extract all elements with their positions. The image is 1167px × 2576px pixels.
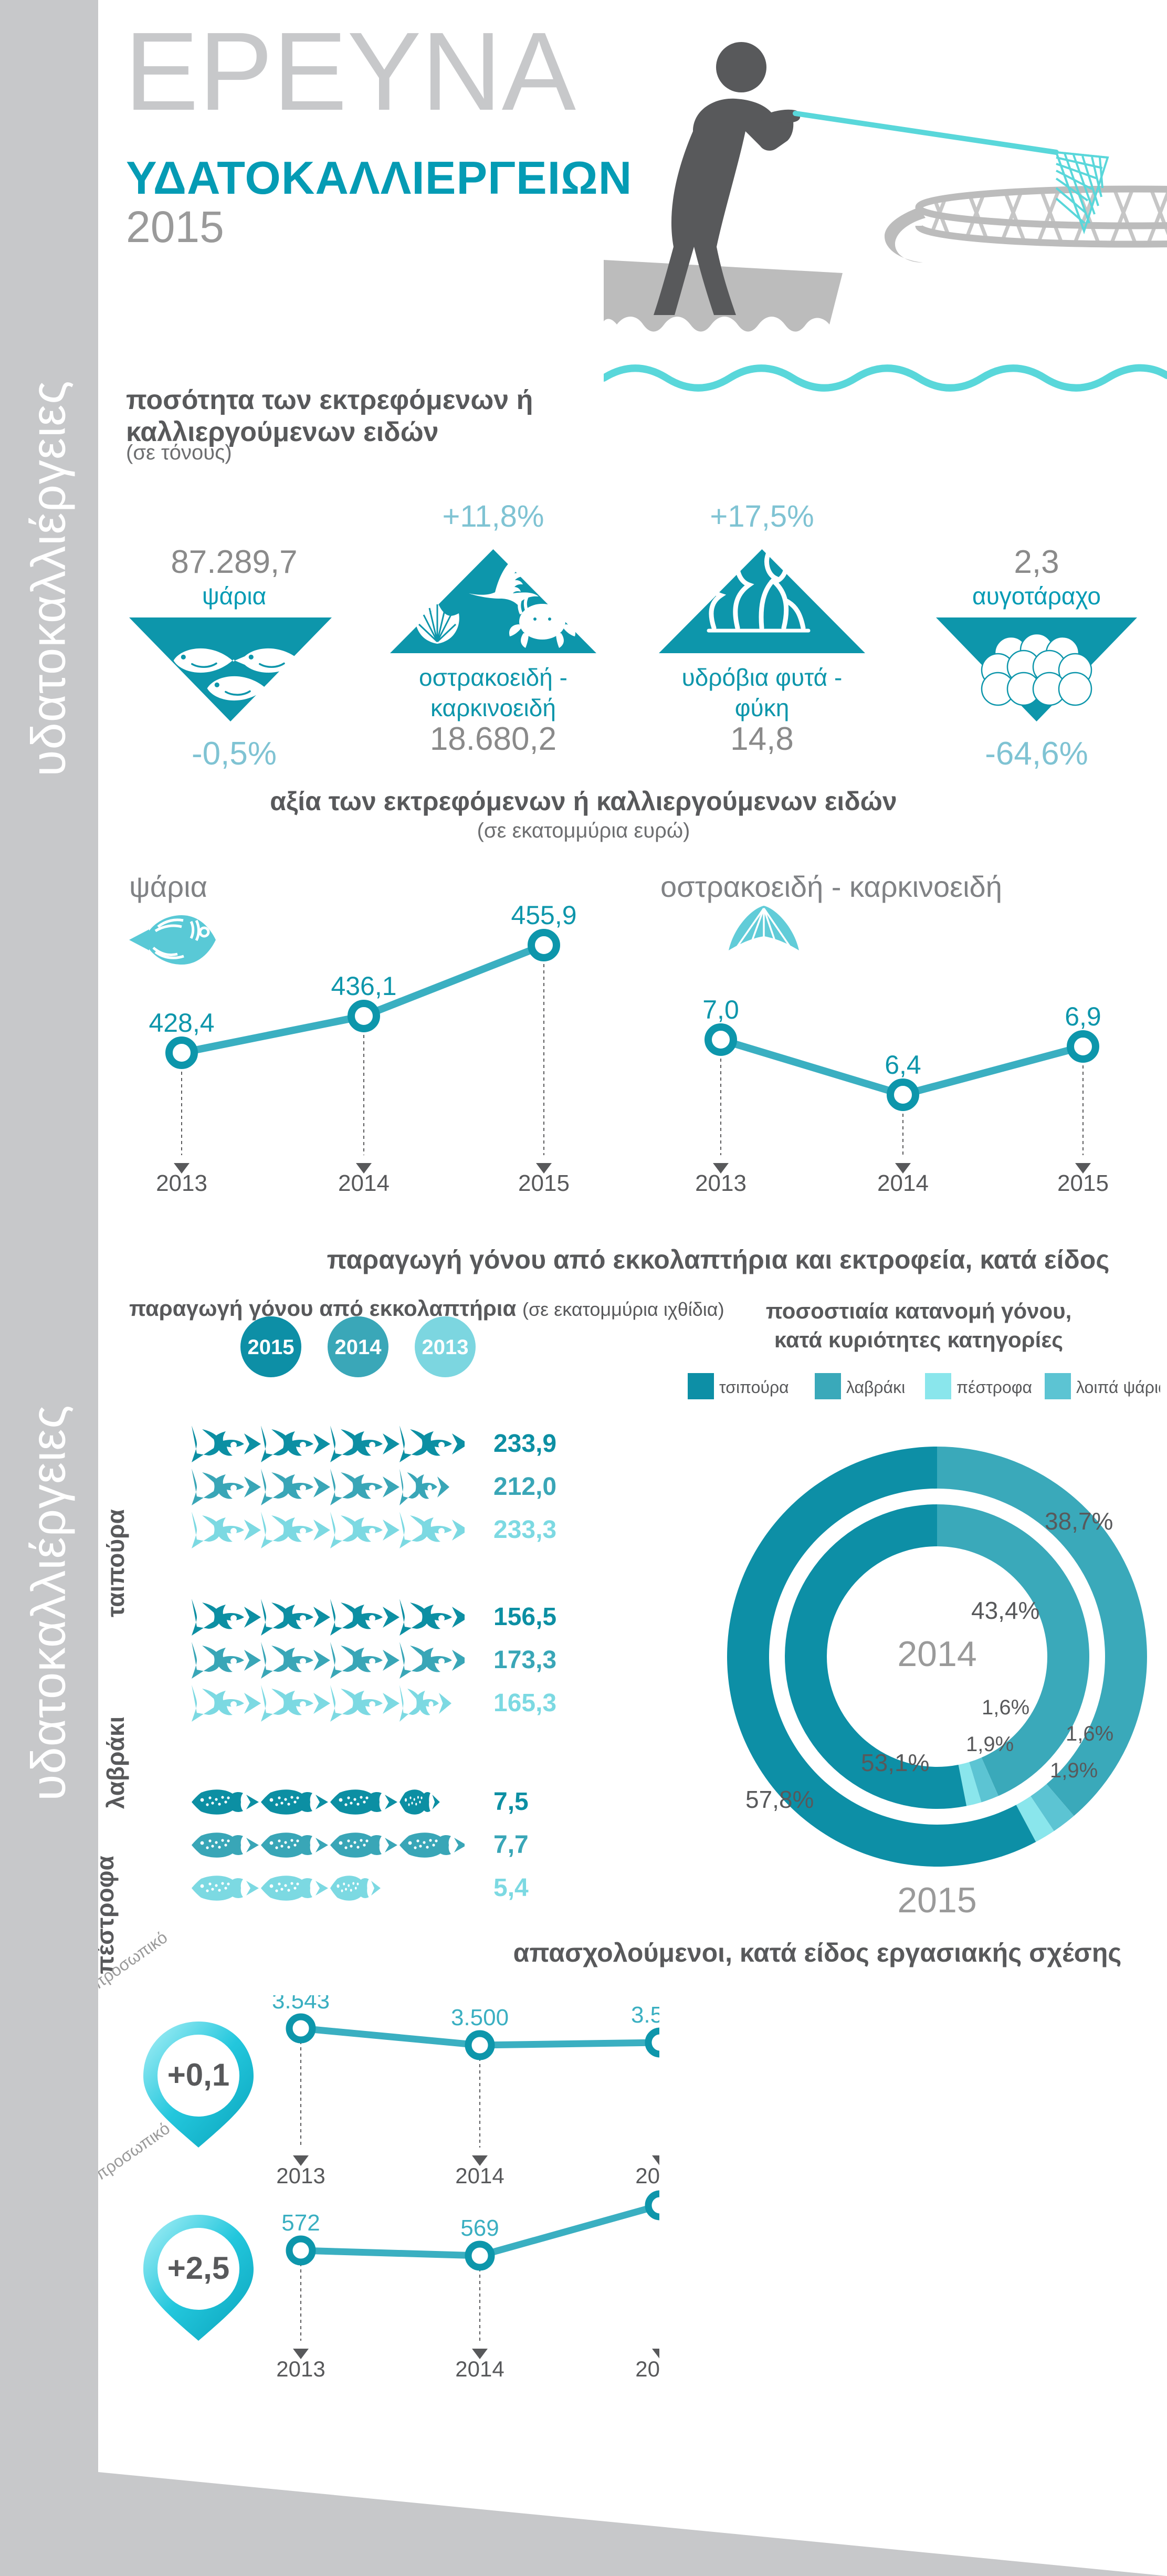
svg-text:2014: 2014 bbox=[877, 1170, 929, 1192]
svg-text:6,4: 6,4 bbox=[885, 1050, 921, 1080]
svg-text:2014: 2014 bbox=[455, 2357, 504, 2381]
svg-text:428,4: 428,4 bbox=[149, 1008, 214, 1038]
svg-text:2015: 2015 bbox=[1057, 1170, 1109, 1192]
svg-text:583: 583 bbox=[640, 2188, 659, 2191]
svg-text:2014: 2014 bbox=[897, 1634, 976, 1674]
svg-text:3.504: 3.504 bbox=[631, 2002, 659, 2028]
svg-text:455,9: 455,9 bbox=[511, 900, 576, 930]
svg-text:2014: 2014 bbox=[338, 1170, 390, 1192]
svg-text:572: 572 bbox=[281, 2210, 320, 2236]
svg-text:7,0: 7,0 bbox=[702, 995, 739, 1024]
svg-text:2014: 2014 bbox=[455, 2163, 504, 2188]
svg-text:2015: 2015 bbox=[635, 2163, 659, 2188]
svg-text:λαβράκι: λαβράκι bbox=[846, 1378, 905, 1397]
svg-text:436,1: 436,1 bbox=[331, 971, 396, 1001]
svg-text:2015: 2015 bbox=[635, 2357, 659, 2381]
svg-text:2013: 2013 bbox=[695, 1170, 747, 1192]
svg-text:569: 569 bbox=[460, 2215, 499, 2241]
svg-text:τσιπούρα: τσιπούρα bbox=[719, 1378, 789, 1397]
svg-text:πέστροφα: πέστροφα bbox=[956, 1378, 1032, 1397]
svg-text:2013: 2013 bbox=[422, 1336, 469, 1359]
svg-text:2015: 2015 bbox=[248, 1336, 295, 1359]
svg-text:2013: 2013 bbox=[276, 2357, 325, 2381]
svg-text:λοιπά ψάρια: λοιπά ψάρια bbox=[1076, 1378, 1160, 1397]
svg-text:3.500: 3.500 bbox=[451, 2005, 509, 2030]
svg-text:2013: 2013 bbox=[276, 2163, 325, 2188]
svg-text:2015: 2015 bbox=[518, 1170, 570, 1192]
svg-text:2014: 2014 bbox=[335, 1336, 382, 1359]
svg-text:6,9: 6,9 bbox=[1065, 1002, 1101, 1031]
svg-text:2013: 2013 bbox=[156, 1170, 207, 1192]
svg-text:3.543: 3.543 bbox=[272, 1995, 330, 2014]
